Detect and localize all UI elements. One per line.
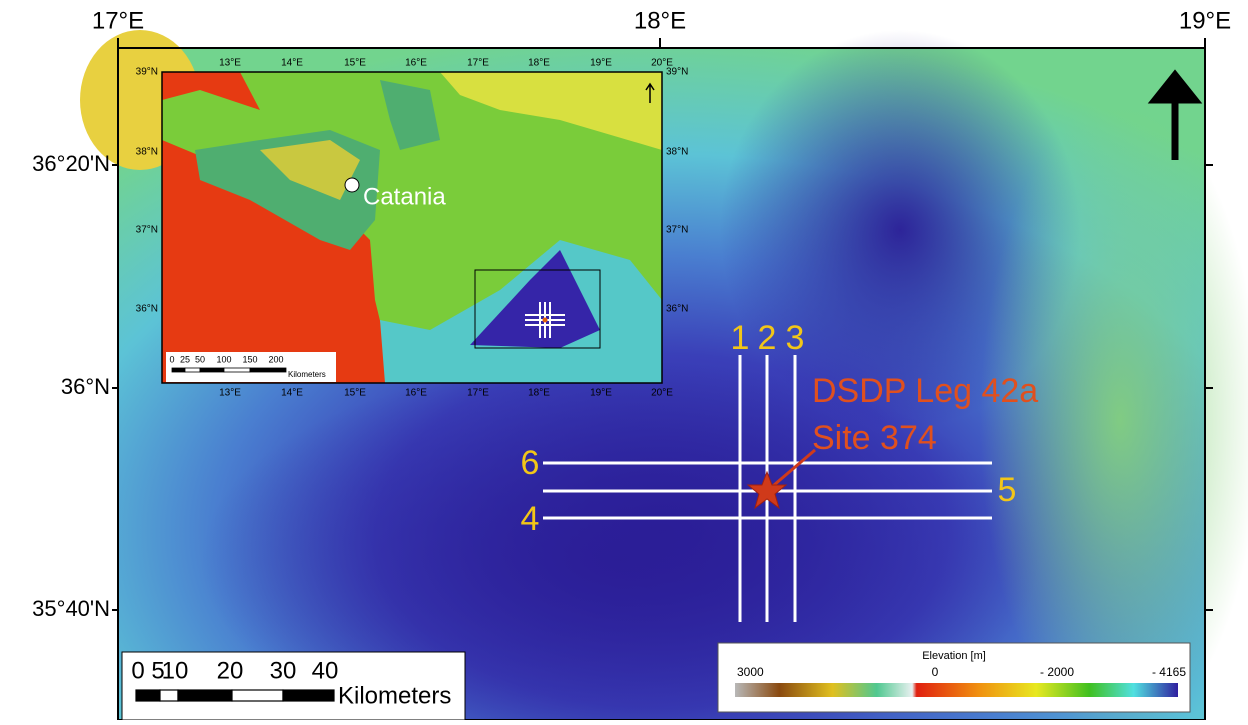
scale-label: 0 [131, 657, 144, 684]
scale-bar [136, 690, 160, 701]
inset-lon-label: 13°E [219, 388, 241, 399]
inset-scale-bar [172, 368, 185, 372]
inset-lat-label: 38°N [666, 147, 688, 158]
scale-label: 40 [312, 657, 339, 684]
legend-label: 0 [932, 665, 939, 679]
profile-label: 6 [521, 444, 540, 482]
inset-lon-label: 18°E [528, 58, 550, 69]
city-marker [345, 178, 359, 192]
site-label: DSDP Leg 42a [812, 372, 1038, 410]
inset-scale-label: 0 [169, 354, 174, 364]
city-label: Catania [363, 183, 446, 210]
lon-label: 19°E [1179, 7, 1231, 34]
inset-lon-label: 19°E [590, 58, 612, 69]
inset-lon-label: 17°E [467, 58, 489, 69]
inset-lon-label: 20°E [651, 388, 673, 399]
legend-label: 3000 [737, 665, 764, 679]
profile-label: 2 [758, 319, 777, 357]
inset-lon-label: 14°E [281, 58, 303, 69]
scale-label: 10 [162, 657, 189, 684]
profile-label: 1 [731, 319, 750, 357]
scale-unit: Kilometers [338, 682, 451, 709]
inset-lon-label: 17°E [467, 388, 489, 399]
legend-colorbar [735, 683, 1178, 697]
inset-lat-label: 39°N [136, 67, 158, 78]
scale-bar [178, 690, 232, 701]
scale-bar [232, 690, 283, 701]
scale-label: 30 [270, 657, 297, 684]
legend-title: Elevation [m] [922, 650, 986, 662]
inset-site [543, 318, 548, 323]
lat-label: 35°40'N [32, 596, 110, 621]
inset-lon-label: 15°E [344, 388, 366, 399]
inset-lon-label: 18°E [528, 388, 550, 399]
inset-lon-label: 14°E [281, 388, 303, 399]
inset-scale-label: 200 [268, 354, 283, 364]
inset-lat-label: 36°N [136, 304, 158, 315]
lat-label: 36°N [61, 374, 110, 399]
inset-lat-label: 39°N [666, 67, 688, 78]
legend-label: - 2000 [1040, 665, 1074, 679]
inset-scale-label: 50 [195, 354, 205, 364]
inset-lon-label: 13°E [219, 58, 241, 69]
scale-bar [283, 690, 334, 701]
inset-lon-label: 16°E [405, 58, 427, 69]
inset-lat-label: 38°N [136, 147, 158, 158]
profile-label: 4 [521, 500, 540, 538]
inset-lon-label: 16°E [405, 388, 427, 399]
inset-map [162, 72, 662, 383]
inset-scale-label: 25 [180, 354, 190, 364]
site-label: Site 374 [812, 419, 937, 457]
inset-lat-label: 37°N [666, 225, 688, 236]
inset-lon-label: 19°E [590, 388, 612, 399]
lon-label: 17°E [92, 7, 144, 34]
inset-scale-label: 150 [242, 354, 257, 364]
profile-label: 5 [998, 471, 1017, 509]
map-figure: 17°E18°E19°E36°20'N36°N35°40'N13°E13°E14… [0, 0, 1248, 720]
scale-label: 20 [217, 657, 244, 684]
inset-lon-label: 15°E [344, 58, 366, 69]
inset-scale-bar [250, 368, 286, 372]
inset-scale-bar [200, 368, 224, 372]
scale-bar [160, 690, 178, 701]
inset-scale-bar [224, 368, 250, 372]
legend-label: - 4165 [1152, 665, 1186, 679]
profile-label: 3 [786, 319, 805, 357]
inset-lat-label: 36°N [666, 304, 688, 315]
inset-scale-bar [185, 368, 200, 372]
inset-scale-label: 100 [216, 354, 231, 364]
lon-label: 18°E [634, 7, 686, 34]
inset-scale-unit: Kilometers [288, 370, 326, 379]
inset-lat-label: 37°N [136, 225, 158, 236]
lat-label: 36°20'N [32, 151, 110, 176]
